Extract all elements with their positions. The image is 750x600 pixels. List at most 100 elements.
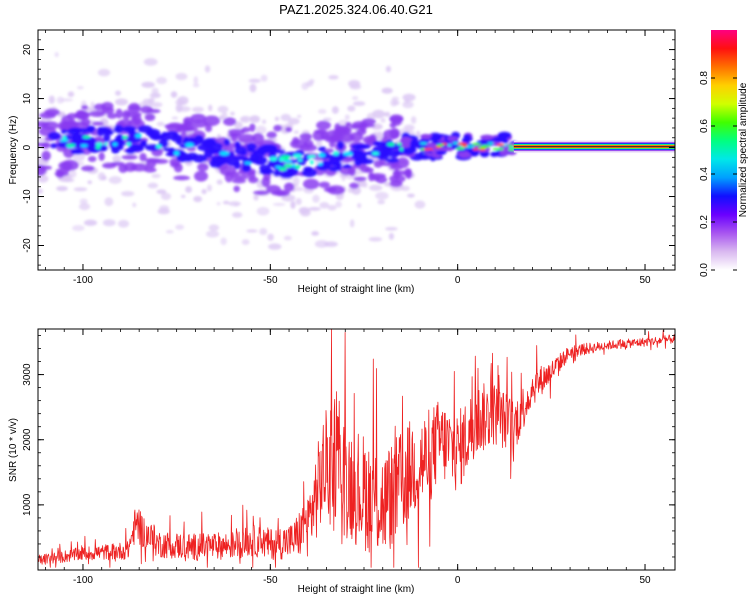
spectrogram-blob-faint <box>307 207 321 211</box>
spectrogram-blob <box>190 113 206 123</box>
spectrogram-blob-peak <box>82 135 91 139</box>
spectrogram-blob-transition-peak <box>481 144 492 148</box>
spectrogram-blob <box>183 116 194 125</box>
spectrogram-blob-transition-peak <box>487 142 494 145</box>
spectrogram-blob-faint <box>372 109 385 119</box>
spectrogram-blob <box>249 123 256 132</box>
spectrogram-blob-faint <box>142 98 152 105</box>
x-tick-label: 50 <box>639 575 651 586</box>
spectrogram-blob-faint <box>380 118 386 123</box>
spectrogram-blob-strong <box>342 164 352 169</box>
spectrogram-blob-faint <box>414 200 426 209</box>
spectrogram-blob-strong <box>352 151 368 158</box>
spectrogram-blob-faint <box>230 111 235 116</box>
spectrogram-blob <box>118 164 128 173</box>
spectrogram-blob <box>130 163 149 172</box>
spectrogram-blob <box>396 157 410 169</box>
spectrogram-blob <box>314 129 328 134</box>
spectrogram-blob-faint <box>314 240 329 248</box>
spectrogram-blob-peak <box>386 142 396 147</box>
spectrogram-blob-faint <box>248 78 261 83</box>
spectrogram-blob <box>121 155 138 160</box>
spectrogram-blob-strong <box>259 144 275 154</box>
spectrogram-blob <box>360 165 371 173</box>
spectrogram-blob-peak <box>112 142 118 147</box>
spectrogram-x-ticks: -100 -50 0 50 <box>45 30 665 286</box>
spectrogram-blob-faint <box>147 182 159 189</box>
spectrogram-blob-faint <box>87 180 93 185</box>
spectrogram-blob-faint <box>108 176 122 184</box>
spectrogram-blob-faint <box>400 185 410 191</box>
spectrogram-blob-faint <box>48 95 55 104</box>
spectrogram-blob-faint <box>60 98 74 102</box>
spectrogram-blob-transition-peak <box>492 147 501 151</box>
x-tick-label: -50 <box>263 575 278 586</box>
spectrogram-blob-transition-peak <box>419 142 428 145</box>
spectrogram-blob <box>44 108 61 117</box>
spectrogram-blob-faint <box>331 106 339 114</box>
spectrogram-blob-peak <box>173 150 180 156</box>
y-tick-label: 0 <box>22 144 33 150</box>
spectrogram-blob-transition <box>410 139 418 147</box>
spectrogram-blob-strong <box>246 143 257 151</box>
spectrogram-blob-peak <box>244 161 252 165</box>
spectrogram-blob-strong <box>50 143 58 149</box>
spectrogram-blob <box>205 124 213 133</box>
spectrogram-blob-faint <box>341 173 346 182</box>
spectrogram-blob-faint <box>208 104 213 112</box>
spectrogram-blob-strong <box>86 125 96 132</box>
spectrogram-blob <box>253 190 269 196</box>
spectrogram-blob <box>299 143 318 152</box>
spectrogram-blob-faint <box>121 190 135 197</box>
spectrogram-blob-faint <box>78 202 91 211</box>
y-tick-label: 10 <box>22 93 33 105</box>
spectrogram-blob-faint <box>327 204 337 211</box>
spectrogram-blob-faint <box>156 189 167 195</box>
snr-y-ticks: 1000 2000 3000 <box>22 335 675 558</box>
spectrogram-blob-transition <box>446 136 458 141</box>
spectrogram-blob-faint <box>217 105 229 113</box>
spectrogram-blob-faint <box>249 115 261 123</box>
spectrogram-blob-faint <box>151 173 161 179</box>
spectrogram-blob-peak <box>59 139 69 142</box>
spectrogram-blob-faint <box>221 112 228 119</box>
spectrogram-blob-faint <box>204 65 211 73</box>
spectrogram-blob <box>139 152 147 162</box>
spectrogram-coherent-line <box>513 140 675 153</box>
spectrogram-blob-faint <box>150 102 163 108</box>
spectrogram-blob <box>87 155 97 162</box>
spectrogram-blob-transition-peak <box>452 141 459 145</box>
spectrogram-blob-peak <box>185 142 194 148</box>
spectrogram-blob-strong <box>234 141 241 149</box>
spectrogram-blob <box>193 170 209 182</box>
spectrogram-blob <box>330 133 344 143</box>
spectrogram-blob-faint <box>115 90 122 96</box>
spectrogram-blob <box>101 101 114 111</box>
spectrogram-blob-faint <box>369 184 383 191</box>
spectrogram-blob-faint <box>292 176 300 186</box>
spectrogram-blob-strong <box>186 152 199 160</box>
spectrogram-blob-faint <box>298 207 310 214</box>
spectrogram-blob-strong <box>233 161 241 170</box>
y-tick-label: 2000 <box>22 428 33 451</box>
spectrogram-blob-peak <box>283 164 294 168</box>
spectrogram-blob <box>392 170 411 176</box>
spectrogram-blob-faint <box>272 202 286 206</box>
spectrogram-blob-faint <box>348 80 361 88</box>
spectrogram-blob <box>382 162 400 167</box>
spectrogram-blob <box>247 170 256 180</box>
x-tick-label: 0 <box>455 275 461 286</box>
spectrogram-blob-peak <box>317 162 323 166</box>
spectrogram-blob <box>266 131 277 139</box>
spectrogram-blob-faint <box>192 106 204 113</box>
spectrogram-blob <box>118 119 133 127</box>
spectrogram-blob-faint <box>388 232 395 240</box>
spectrogram-blob-peak <box>103 142 109 146</box>
colorbar-tick-label: 0.2 <box>699 215 710 229</box>
spectrogram-blob-faint <box>249 83 257 93</box>
spectrogram-blob-peak <box>80 144 88 148</box>
spectrogram-blob-faint <box>293 130 300 134</box>
spectrogram-blob <box>356 128 367 136</box>
spectrogram-blob <box>197 163 209 172</box>
spectrogram-blob-peak <box>275 165 282 169</box>
